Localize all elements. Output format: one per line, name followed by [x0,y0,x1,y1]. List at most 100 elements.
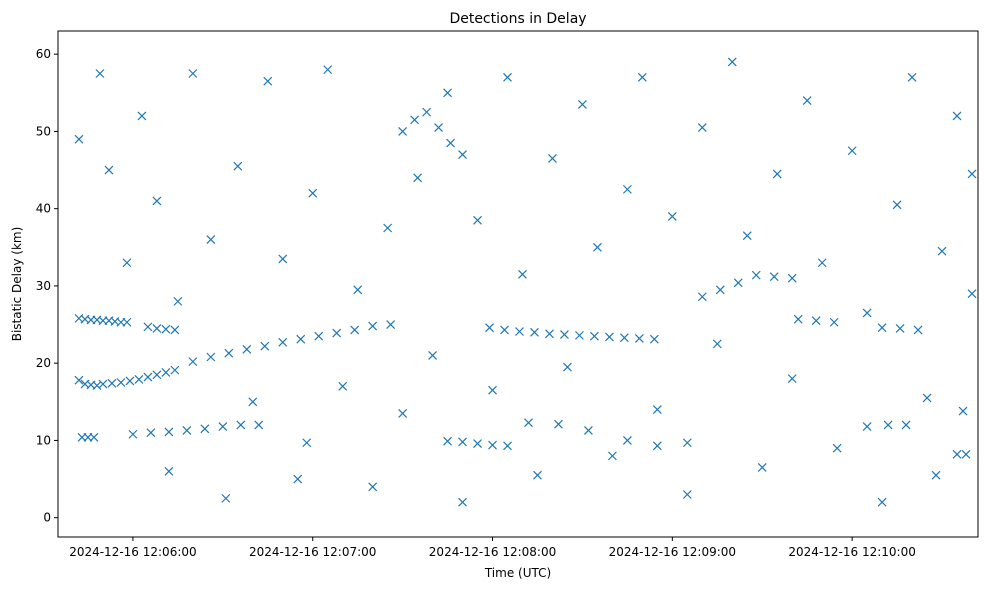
data-point [170,365,180,375]
data-point [742,231,752,241]
data-point [772,169,782,179]
y-tick-label: 60 [36,47,51,61]
data-point [323,65,333,75]
data-point [712,339,722,349]
data-point [967,169,977,179]
data-point [116,378,126,387]
data-point [143,372,153,382]
data-point [862,308,872,318]
data-point [143,322,153,332]
data-point [308,188,318,198]
data-point [413,173,423,183]
data-point [92,381,102,391]
data-point [338,381,348,391]
data-point [422,107,432,117]
data-point [458,497,467,507]
data-point [952,111,962,121]
data-point [302,438,312,448]
data-point [350,325,360,335]
data-point [200,424,210,434]
data-point [74,134,84,144]
data-point [649,334,659,344]
data-point [260,341,270,351]
y-tick-label: 40 [36,202,51,216]
data-point [74,375,84,385]
data-point [164,427,174,437]
data-point [697,292,707,302]
data-point [652,405,662,414]
data-point [530,327,539,337]
data-point [122,317,132,327]
data-point [751,270,761,280]
y-axis-label: Bistatic Delay (km) [10,227,24,342]
data-point [952,449,962,459]
data-point [293,474,303,484]
data-point [883,420,893,430]
data-point [634,334,644,343]
data-point [236,420,246,430]
data-point [829,317,839,327]
data-point [410,115,420,125]
data-point [386,320,396,329]
data-point [446,138,455,148]
data-point [161,368,171,377]
data-point [104,165,114,175]
data-point [682,438,692,448]
data-point [575,330,584,340]
data-point [206,352,216,362]
data-point [170,325,180,335]
data-point [125,376,135,386]
data-point [817,258,827,268]
data-point [901,420,911,430]
data-point [769,272,779,282]
data-point [473,215,482,225]
y-tick-label: 50 [36,124,51,138]
data-point [967,289,977,299]
data-point [895,323,905,333]
data-point [958,406,968,416]
data-point [233,161,243,171]
data-point [368,482,378,492]
data-point [164,466,174,476]
data-point [793,314,803,324]
data-point [434,123,444,132]
y-tick-label: 20 [36,356,51,370]
x-tick-label: 2024-12-16 12:06:00 [69,545,196,559]
data-point [727,57,737,67]
data-point [518,269,527,279]
data-point [877,497,887,507]
data-point [524,418,533,428]
data-point [248,397,258,407]
data-point [892,200,902,210]
data-point [488,385,497,395]
data-point [533,470,542,480]
data-point [589,331,599,341]
data-point [592,242,602,252]
data-point [563,362,572,372]
data-point [757,463,767,472]
data-point [263,76,273,86]
data-point [583,425,593,435]
data-point [619,333,629,343]
x-tick-label: 2024-12-16 12:08:00 [429,545,556,559]
data-point [802,96,812,105]
data-point [95,69,105,78]
data-point [254,420,264,430]
data-point [787,273,797,283]
data-point [500,325,509,335]
data-point [832,443,842,453]
data-point [922,393,932,403]
data-point [278,254,288,264]
data-point [931,470,941,480]
data-point [607,451,617,461]
data-point [188,69,198,78]
data-point [242,344,252,354]
data-point [443,436,453,446]
data-point [485,323,494,333]
data-point [715,285,725,295]
x-axis: 2024-12-16 12:06:00 2024-12-16 12:07:00 20… [69,537,916,559]
data-point [152,370,162,380]
data-point [473,439,482,448]
